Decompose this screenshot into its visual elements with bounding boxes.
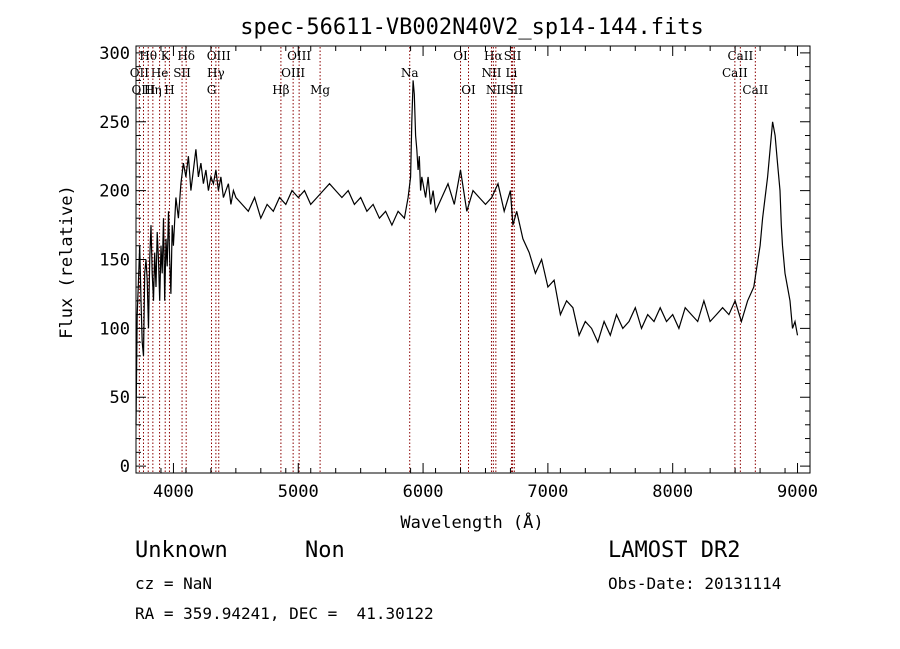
line-label-5: Na — [401, 66, 419, 80]
line-label-23: Mg — [310, 83, 330, 97]
flux-series — [135, 80, 799, 425]
line-label-20: H — [164, 83, 174, 97]
x-tick-label-3: 7000 — [527, 482, 568, 502]
line-label-3: OIII — [207, 49, 231, 63]
line-label-6: OI — [453, 49, 468, 63]
x-tick-label-4: 8000 — [652, 482, 693, 502]
coordinates: RA = 359.94241, DEC = 41.30122 — [135, 604, 434, 623]
line-label-19: Hη — [144, 83, 162, 97]
line-label-18: OIII — [131, 83, 155, 97]
line-label-10: OII — [130, 66, 150, 80]
line-label-26: SII — [505, 83, 523, 97]
line-label-25: NII — [486, 83, 506, 97]
line-label-22: Hβ — [272, 83, 289, 97]
line-label-24: OI — [461, 83, 476, 97]
line-label-2: Hδ — [177, 49, 195, 63]
line-label-0: Hθ — [139, 49, 157, 63]
y-tick-label-2: 100 — [99, 319, 130, 339]
x-tick-label-5: 9000 — [777, 482, 818, 502]
line-label-16: Li — [506, 66, 518, 80]
x-axis-ticks: 4000 5000 6000 7000 8000 9000 — [135, 46, 818, 502]
redshift-value: cz = NaN — [135, 574, 213, 593]
line-label-21: G — [207, 83, 217, 97]
line-label-15: NII — [481, 66, 501, 80]
x-axis-label: Wavelength (Å) — [400, 511, 543, 533]
y-tick-label-0: 0 — [120, 457, 130, 477]
flux-line — [135, 80, 799, 425]
y-tick-label-6: 300 — [99, 44, 130, 64]
line-label-8: SII — [504, 49, 522, 63]
line-label-17: CaII — [722, 66, 748, 80]
line-label-1: K — [161, 49, 171, 63]
y-tick-label-1: 50 — [110, 388, 130, 408]
y-tick-label-4: 200 — [99, 182, 130, 202]
chart-title: spec-56611-VB002N40V2_sp14-144.fits — [240, 15, 704, 40]
line-label-14: OIII — [281, 66, 305, 80]
y-tick-label-3: 150 — [99, 251, 130, 271]
line-label-27: CaII — [742, 83, 768, 97]
object-class: Unknown — [135, 538, 228, 563]
line-label-4: OIII — [287, 49, 311, 63]
obs-date: Obs-Date: 20131114 — [608, 574, 782, 593]
line-label-9: CaII — [727, 49, 753, 63]
line-label-13: Hγ — [207, 66, 225, 80]
object-subclass: Non — [305, 538, 345, 563]
y-axis-ticks: 0 50 100 150 200 250 300 — [99, 44, 810, 477]
survey-label: LAMOST DR2 — [608, 538, 741, 563]
x-tick-label-1: 5000 — [278, 482, 319, 502]
line-label-7: Hα — [484, 49, 503, 63]
plot-frame — [135, 45, 811, 474]
x-tick-label-0: 4000 — [153, 482, 194, 502]
y-tick-label-5: 250 — [99, 113, 130, 133]
x-tick-label-2: 6000 — [403, 482, 444, 502]
line-label-12: SII — [173, 66, 191, 80]
y-axis-label: Flux (relative) — [57, 185, 77, 339]
line-label-11: He — [151, 66, 169, 80]
